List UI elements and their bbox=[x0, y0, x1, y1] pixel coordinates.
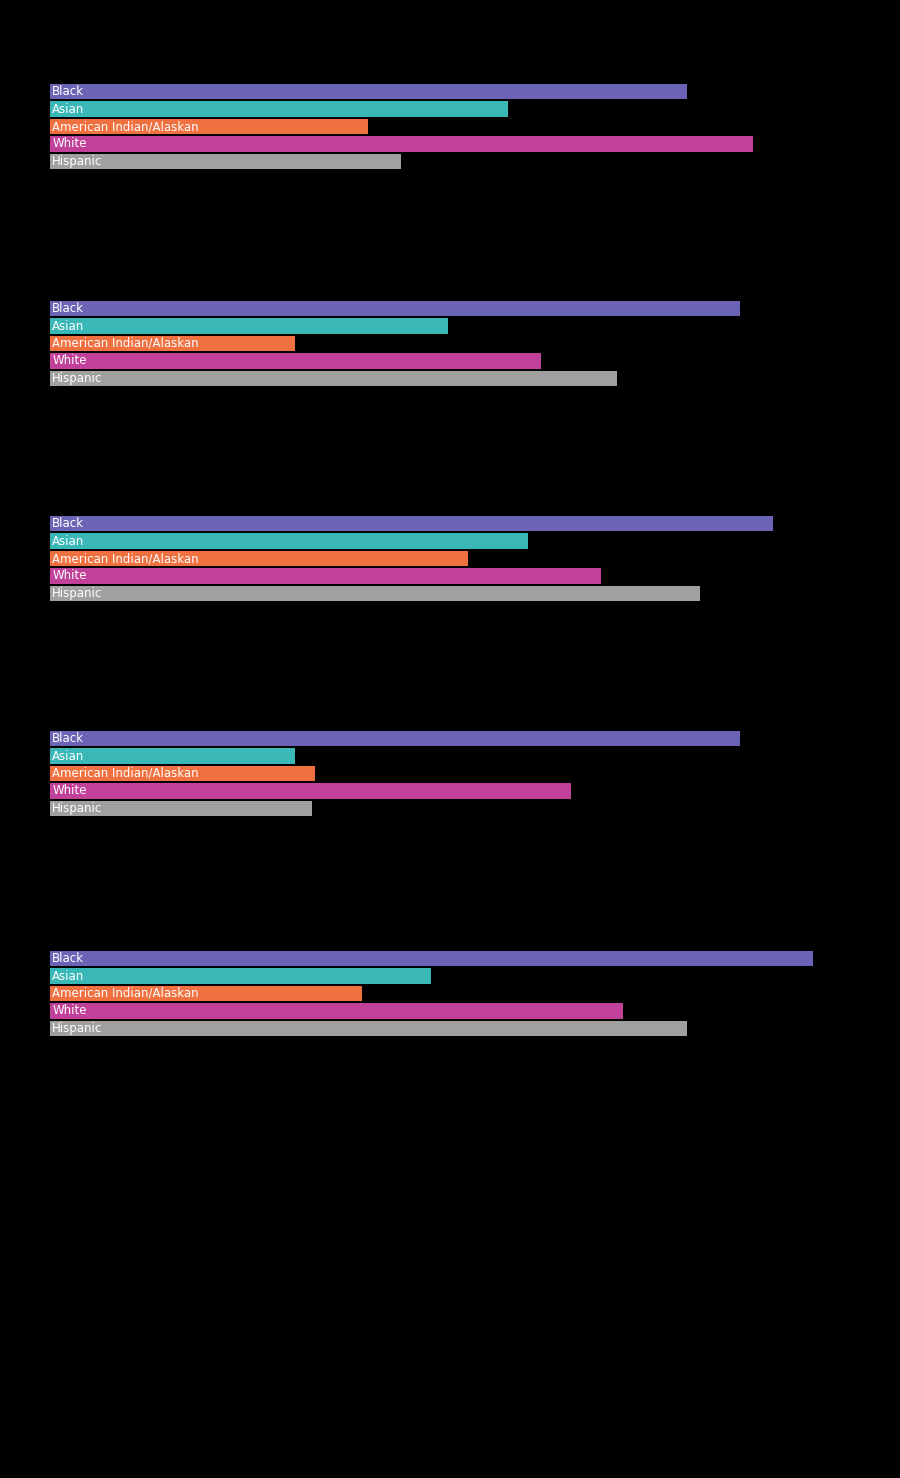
Text: Hispanic: Hispanic bbox=[52, 801, 103, 814]
Text: Black: Black bbox=[52, 732, 85, 745]
Bar bbox=[50, 534, 527, 548]
Text: White: White bbox=[52, 1005, 86, 1017]
Bar bbox=[50, 748, 295, 764]
Bar bbox=[50, 1021, 687, 1036]
Bar bbox=[50, 353, 541, 368]
Bar bbox=[50, 302, 740, 316]
Bar bbox=[50, 516, 773, 532]
Bar bbox=[50, 154, 401, 168]
Text: White: White bbox=[52, 137, 86, 151]
Bar bbox=[50, 318, 448, 334]
Text: American Indian/Alaskan: American Indian/Alaskan bbox=[52, 767, 199, 780]
Bar bbox=[50, 986, 362, 1001]
Text: Asian: Asian bbox=[52, 970, 85, 983]
Bar bbox=[50, 336, 295, 352]
Bar bbox=[50, 1004, 624, 1018]
Text: Hispanic: Hispanic bbox=[52, 587, 103, 600]
Bar bbox=[50, 102, 508, 117]
Text: White: White bbox=[52, 785, 86, 798]
Text: White: White bbox=[52, 569, 86, 582]
Bar bbox=[50, 585, 700, 602]
Bar bbox=[50, 551, 468, 566]
Text: Hispanic: Hispanic bbox=[52, 155, 103, 168]
Text: Black: Black bbox=[52, 952, 85, 965]
Bar bbox=[50, 84, 687, 99]
Text: Hispanic: Hispanic bbox=[52, 372, 103, 384]
Bar bbox=[50, 801, 312, 816]
Bar bbox=[50, 766, 315, 782]
Text: American Indian/Alaskan: American Indian/Alaskan bbox=[52, 987, 199, 1001]
Text: Hispanic: Hispanic bbox=[52, 1021, 103, 1035]
Text: American Indian/Alaskan: American Indian/Alaskan bbox=[52, 551, 199, 565]
Bar bbox=[50, 968, 431, 984]
Text: Asian: Asian bbox=[52, 102, 85, 115]
Bar bbox=[50, 783, 572, 798]
Bar bbox=[50, 950, 814, 967]
Text: Black: Black bbox=[52, 302, 85, 315]
Bar bbox=[50, 371, 616, 386]
Bar bbox=[50, 136, 753, 152]
Bar bbox=[50, 118, 368, 134]
Text: American Indian/Alaskan: American Indian/Alaskan bbox=[52, 337, 199, 350]
Text: Black: Black bbox=[52, 86, 85, 98]
Text: White: White bbox=[52, 355, 86, 368]
Bar bbox=[50, 732, 740, 746]
Text: American Indian/Alaskan: American Indian/Alaskan bbox=[52, 120, 199, 133]
Bar bbox=[50, 568, 600, 584]
Text: Asian: Asian bbox=[52, 749, 85, 763]
Text: Asian: Asian bbox=[52, 535, 85, 548]
Text: Black: Black bbox=[52, 517, 85, 531]
Text: Asian: Asian bbox=[52, 319, 85, 333]
